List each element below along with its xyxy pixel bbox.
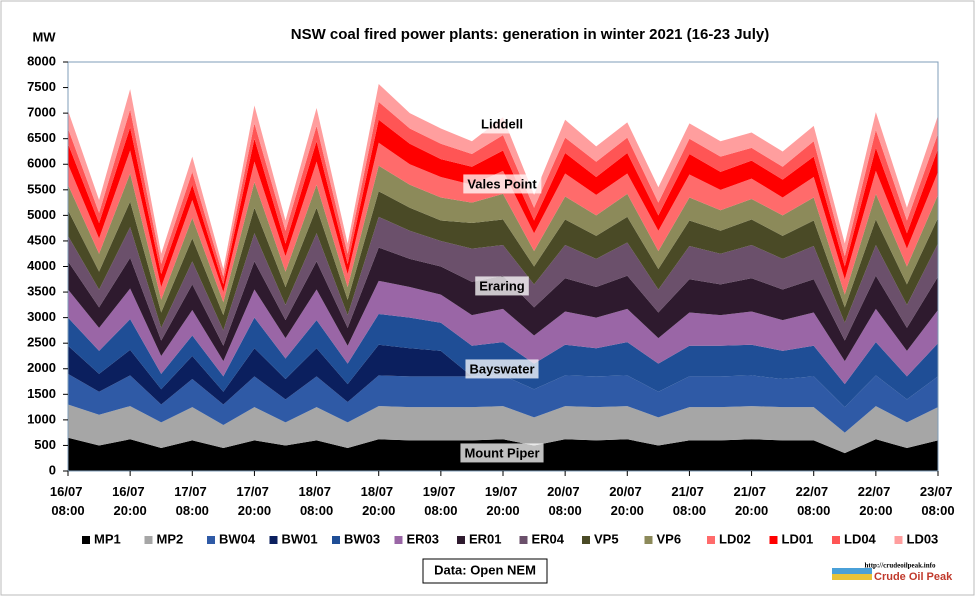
area	[68, 101, 938, 285]
chart-title: NSW coal fired power plants: generation …	[291, 26, 769, 43]
annotation-bg	[463, 174, 542, 194]
y-tick-label: 8000	[27, 53, 56, 68]
x-tick-label: 19/07 08:00	[423, 484, 459, 518]
y-tick-label: 2500	[27, 335, 56, 350]
legend-swatch	[519, 536, 528, 544]
legend-swatch	[457, 536, 465, 544]
legend-swatch	[769, 536, 778, 544]
area	[68, 216, 938, 346]
annotation-text: Bayswater	[469, 361, 534, 376]
legend-label: BW04	[219, 531, 256, 546]
area	[68, 247, 938, 362]
y-tick-label: 7500	[27, 79, 56, 94]
annotation-bg	[465, 359, 539, 379]
logo-icon-band	[832, 574, 872, 580]
y-tick-label: 6500	[27, 130, 56, 145]
legend-swatch	[707, 536, 715, 544]
y-tick-label: 5500	[27, 181, 56, 196]
y-tick-label: 5000	[27, 207, 56, 222]
x-tick-label: 20/07 20:00	[609, 484, 645, 518]
legend-label: VP5	[594, 531, 619, 546]
source-box	[422, 558, 548, 584]
y-tick-label: 1500	[27, 386, 56, 401]
legend-swatch	[82, 536, 90, 544]
annotation: Mount Piper	[460, 443, 544, 463]
area	[68, 404, 938, 454]
x-tick-label: 22/07 08:00	[796, 484, 832, 518]
area	[68, 83, 938, 277]
annotation: Eraring	[475, 276, 529, 296]
area	[68, 119, 938, 293]
x-tick-label: 16/07 08:00	[50, 484, 86, 518]
legend-label: ER03	[407, 531, 440, 546]
legend-swatch	[394, 536, 403, 544]
y-tick-label: 1000	[27, 411, 56, 426]
x-tick-label: 20/07 08:00	[547, 484, 583, 518]
area	[68, 373, 938, 433]
y-axis-label: MW	[32, 29, 56, 44]
legend-label: VP6	[657, 531, 682, 546]
legend-label: BW03	[344, 531, 380, 546]
source: Data: Open NEM	[434, 562, 536, 577]
annotation-text: Liddell	[481, 116, 523, 131]
legend-label: MP2	[157, 531, 184, 546]
legend-label: LD02	[719, 531, 751, 546]
x-tick-label: 19/07 20:00	[485, 484, 521, 518]
x-tick-label: 17/07 20:00	[236, 484, 272, 518]
legend-swatch	[269, 536, 278, 544]
annotation-bg	[460, 443, 544, 463]
legend-swatch	[894, 536, 903, 544]
legend-label: ER01	[469, 531, 502, 546]
x-tick-label: 18/07 20:00	[361, 484, 397, 518]
area	[68, 344, 938, 408]
y-tick-label: 6000	[27, 156, 56, 171]
x-tick-label: 21/07 08:00	[671, 484, 707, 518]
legend-swatch	[332, 536, 340, 544]
logo-name: Crude Oil Peak	[874, 571, 953, 583]
legend-swatch	[582, 536, 590, 544]
y-tick-label: 2000	[27, 360, 56, 375]
legend-swatch	[644, 536, 653, 544]
area	[68, 142, 938, 303]
area	[68, 280, 938, 385]
annotation-bg	[477, 114, 527, 134]
x-tick-label: 23/07 08:00	[920, 484, 956, 518]
x-tick-label: 17/07 08:00	[174, 484, 210, 518]
legend-swatch	[144, 536, 153, 544]
y-tick-label: 3500	[27, 284, 56, 299]
legend-label: LD01	[782, 531, 814, 546]
annotation: Vales Point	[463, 174, 542, 194]
y-tick-label: 4000	[27, 258, 56, 273]
annotation-text: Vales Point	[467, 176, 537, 191]
x-tick-label: 21/07 20:00	[733, 484, 769, 518]
legend-swatch	[832, 536, 840, 544]
x-tick-label: 18/07 08:00	[298, 484, 334, 518]
legend-label: LD04	[844, 531, 877, 546]
legend-label: MP1	[94, 531, 121, 546]
area	[68, 165, 938, 316]
y-tick-label: 3000	[27, 309, 56, 324]
annotation-text: Mount Piper	[464, 445, 539, 460]
y-tick-label: 4500	[27, 232, 56, 247]
annotation-bg	[475, 276, 529, 296]
legend-label: LD03	[907, 531, 939, 546]
x-tick-label: 22/07 20:00	[858, 484, 894, 518]
annotation-text: Eraring	[479, 278, 525, 293]
legend-swatch	[207, 536, 215, 544]
x-tick-label: 16/07 20:00	[112, 484, 148, 518]
annotation: Liddell	[477, 114, 527, 134]
logo-url: http://crudeoilpeak.info	[865, 562, 936, 570]
legend-label: ER04	[532, 531, 565, 546]
y-tick-label: 500	[34, 437, 56, 452]
legend-label: BW01	[282, 531, 318, 546]
y-tick-label: 0	[49, 462, 56, 477]
annotation: Bayswater	[465, 359, 539, 379]
area	[68, 191, 938, 331]
y-tick-label: 7000	[27, 105, 56, 120]
